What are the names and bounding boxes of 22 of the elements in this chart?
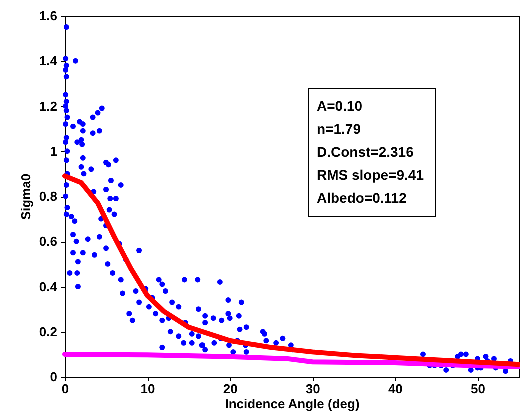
y-tick-label: 1 — [50, 144, 58, 159]
x-tick-label: 50 — [470, 382, 486, 396]
y-axis-title: Sigma0 — [18, 174, 34, 220]
y-tick-label: 1.2 — [39, 98, 58, 114]
y-tick-label: 0 — [50, 370, 58, 384]
x-tick-label: 20 — [223, 382, 238, 396]
y-tick-label: 0.6 — [39, 234, 58, 250]
y-tick-label: 0.4 — [39, 279, 58, 294]
annotation: n=1.79 — [317, 120, 362, 139]
y-tick-label: 0.2 — [39, 324, 58, 340]
x-tick-label: 10 — [140, 382, 156, 396]
x-tick-label: 40 — [388, 382, 403, 396]
x-axis-title: Incidence Angle (deg) — [225, 396, 360, 412]
y-tick-label: 1.4 — [39, 54, 58, 69]
x-tick-label: 0 — [62, 382, 70, 396]
annotation: RMS slope=9.41 — [317, 166, 425, 185]
annotation: Albedo=0.112 — [317, 189, 408, 208]
annotation: D.Const=2.316 — [317, 143, 415, 162]
annotation: A=0.10 — [317, 97, 364, 116]
x-tick-label: 30 — [306, 382, 320, 396]
y-tick-label: 0.8 — [39, 189, 58, 204]
y-tick-label: 1.6 — [39, 8, 58, 24]
